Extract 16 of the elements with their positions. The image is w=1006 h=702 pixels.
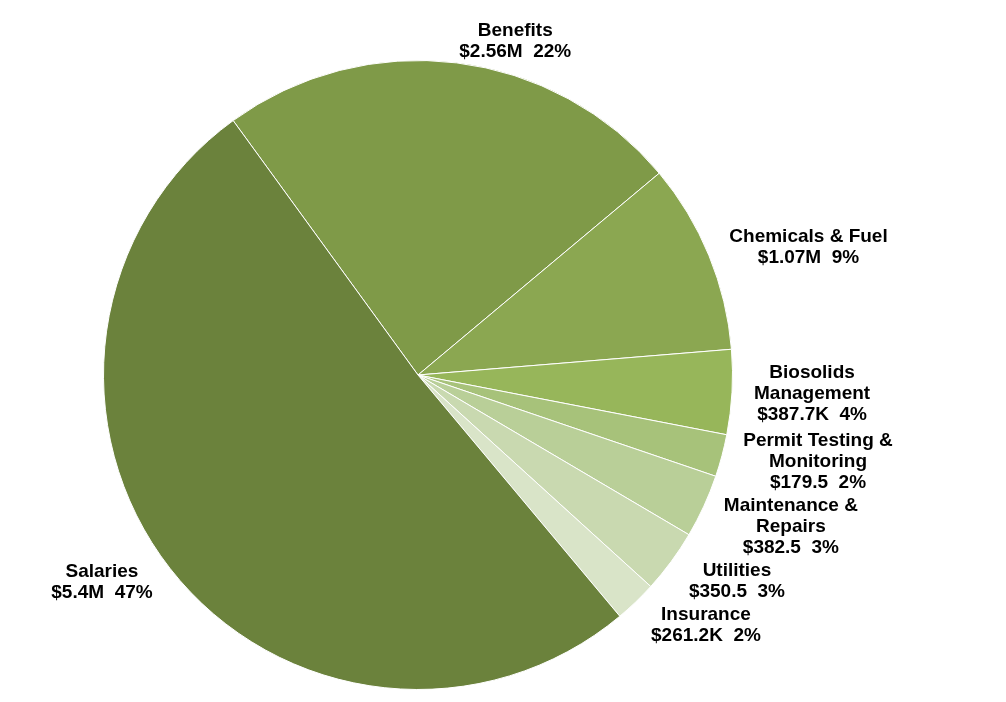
data-label: $179.5 2% <box>769 470 867 492</box>
slice-label: Chemicals & Fuel <box>729 225 888 247</box>
data-label: $1.07M 9% <box>757 246 860 268</box>
slice-label: Permit Testing & Monitoring <box>743 428 894 471</box>
data-label: $5.4M 47% <box>51 580 153 602</box>
data-label: $382.5 3% <box>742 535 840 557</box>
slice-label: Biosolids Management <box>753 360 871 403</box>
slice-label: Utilities <box>702 558 772 580</box>
slice-label: Benefits <box>477 18 553 40</box>
data-label: $387.7K 4% <box>757 402 868 424</box>
slice-label: Insurance <box>661 602 751 624</box>
slice-label: Maintenance & Repairs <box>723 493 859 536</box>
data-label: $2.56M 22% <box>459 39 572 61</box>
data-label: $261.2K 2% <box>651 623 761 645</box>
slice-label: Salaries <box>65 559 139 581</box>
data-label: $350.5 3% <box>688 579 786 601</box>
